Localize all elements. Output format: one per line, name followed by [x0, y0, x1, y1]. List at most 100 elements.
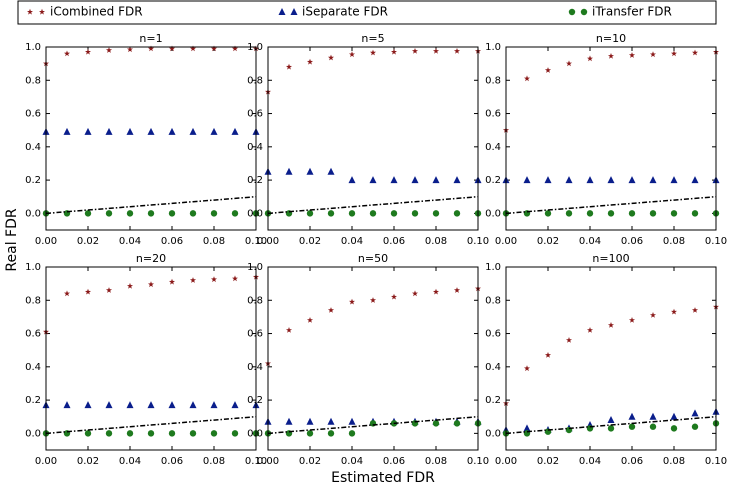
x-tick-label: 0.04 — [119, 236, 141, 247]
star-marker — [349, 51, 355, 58]
star-marker — [566, 337, 572, 343]
star-marker — [127, 282, 133, 289]
x-tick-label: 0.10 — [245, 236, 267, 247]
y-tick-label: 0.4 — [247, 142, 263, 153]
x-tick-label: 0.00 — [35, 236, 57, 247]
reference-line — [505, 415, 717, 435]
y-tick-label: 1.0 — [247, 262, 263, 273]
y-tick-label: 0.8 — [485, 295, 501, 306]
star-marker — [412, 48, 418, 54]
y-tick-label: 0.8 — [25, 75, 41, 86]
y-tick-label: 0.2 — [25, 395, 41, 406]
star-marker — [349, 298, 355, 305]
star-marker — [64, 290, 70, 297]
circle-marker — [691, 423, 699, 430]
star-marker — [232, 45, 238, 52]
star-marker — [524, 75, 530, 82]
y-tick-label: 0.6 — [247, 329, 263, 340]
triangle-marker — [84, 401, 92, 409]
x-tick-label: 0.00 — [257, 236, 279, 247]
triangle-marker — [306, 167, 314, 175]
triangle-marker — [348, 176, 356, 184]
circle-marker — [390, 210, 398, 217]
star-marker — [127, 46, 133, 53]
star-marker — [286, 63, 292, 70]
x-tick-label: 0.00 — [35, 456, 57, 467]
circle-marker — [628, 423, 636, 430]
triangle-marker — [523, 176, 531, 184]
legend-label: iCombined FDR — [50, 5, 143, 19]
star-marker — [328, 54, 334, 61]
reference-line — [45, 415, 257, 435]
x-tick-label: 0.10 — [245, 456, 267, 467]
y-tick-label: 1.0 — [247, 42, 263, 53]
star-marker — [39, 8, 45, 15]
star-marker — [454, 287, 460, 293]
triangle-marker — [231, 127, 239, 135]
x-tick-label: 0.10 — [467, 236, 489, 247]
circle-marker — [670, 210, 678, 217]
x-tick-label: 0.00 — [495, 456, 517, 467]
y-tick-label: 0.4 — [485, 142, 501, 153]
y-tick-label: 0.0 — [485, 208, 501, 219]
x-tick-label: 0.06 — [161, 456, 183, 467]
x-tick-label: 0.08 — [663, 236, 685, 247]
star-marker — [608, 53, 614, 59]
star-marker — [106, 287, 112, 293]
x-tick-label: 0.08 — [425, 236, 447, 247]
x-tick-label: 0.10 — [705, 236, 727, 247]
star-marker — [650, 312, 656, 318]
triangle-marker — [63, 401, 71, 409]
x-tick-label: 0.02 — [77, 236, 99, 247]
star-marker — [545, 352, 551, 358]
reference-line — [267, 415, 479, 435]
circle-marker — [231, 210, 239, 217]
circle-marker — [126, 210, 134, 217]
star-marker — [148, 281, 154, 288]
plot-frame — [267, 266, 479, 451]
x-tick-label: 0.06 — [383, 456, 405, 467]
circle-marker — [348, 430, 356, 437]
circle-marker — [231, 430, 239, 437]
star-marker — [148, 45, 154, 52]
star-marker — [85, 48, 91, 55]
y-tick-label: 0.0 — [247, 428, 263, 439]
triangle-marker — [168, 401, 176, 409]
star-marker — [64, 50, 70, 57]
x-tick-label: 0.08 — [425, 456, 447, 467]
x-tick-label: 0.04 — [341, 456, 363, 467]
triangle-marker — [649, 412, 657, 420]
y-tick-label: 0.6 — [485, 329, 501, 340]
circle-marker — [565, 210, 573, 217]
circle-marker — [544, 210, 552, 217]
star-marker — [328, 307, 334, 313]
triangle-marker — [670, 176, 678, 184]
x-tick-label: 0.04 — [579, 236, 601, 247]
triangle-marker — [306, 417, 314, 425]
reference-line — [267, 195, 479, 215]
triangle-marker — [649, 176, 657, 184]
circle-marker — [628, 210, 636, 217]
circle-marker — [586, 210, 594, 217]
triangle-marker — [586, 176, 594, 184]
star-marker — [608, 322, 614, 328]
y-tick-label: 0.8 — [485, 75, 501, 86]
subplot-title: n=50 — [358, 252, 388, 265]
star-marker — [391, 48, 397, 55]
triangle-marker — [390, 176, 398, 184]
plot-frame — [267, 46, 479, 231]
plot-frame — [45, 266, 257, 451]
star-marker — [286, 327, 292, 333]
circle-marker — [580, 8, 588, 16]
circle-marker — [369, 210, 377, 217]
x-axis-label: Estimated FDR — [331, 470, 435, 486]
circle-marker — [691, 210, 699, 217]
x-tick-label: 0.06 — [161, 236, 183, 247]
triangle-marker — [189, 127, 197, 135]
triangle-marker — [285, 167, 293, 175]
triangle-marker — [691, 409, 699, 417]
x-tick-label: 0.06 — [621, 236, 643, 247]
star-marker — [587, 55, 593, 62]
star-marker — [545, 67, 551, 73]
star-marker — [190, 277, 196, 283]
